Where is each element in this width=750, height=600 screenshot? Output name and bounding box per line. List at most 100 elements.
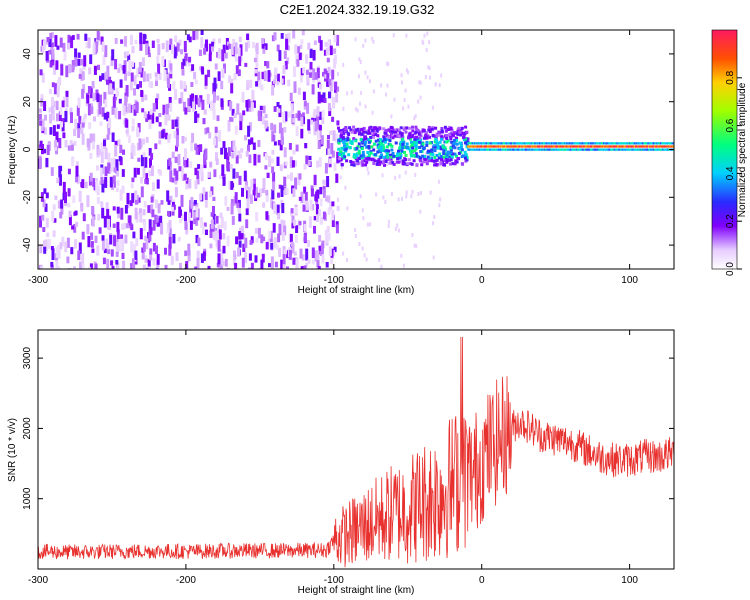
heatmap-cell	[166, 222, 170, 234]
heatmap-cell	[133, 104, 137, 116]
heatmap-cell	[141, 57, 145, 67]
heatmap-cell	[430, 127, 434, 131]
heatmap-cell	[109, 234, 113, 245]
heatmap-cell	[423, 155, 427, 159]
heatmap-cell	[241, 187, 244, 197]
heatmap-cell	[262, 202, 266, 208]
heatmap-cell	[479, 145, 483, 148]
heatmap-cell	[401, 142, 405, 146]
heatmap-cell	[197, 237, 201, 247]
heatmap-cell	[222, 245, 226, 254]
heatmap-cell	[346, 257, 348, 262]
heatmap-cell	[476, 145, 479, 148]
heatmap-cell	[58, 165, 62, 178]
heatmap-cell	[212, 109, 216, 120]
heatmap-cell	[399, 126, 403, 130]
heatmap-cell	[44, 239, 48, 251]
heatmap-cell	[517, 148, 520, 151]
heatmap-cell	[190, 82, 194, 87]
heatmap-cell	[194, 167, 198, 176]
heatmap-cell	[180, 49, 183, 55]
heatmap-cell	[474, 145, 477, 148]
heatmap-cell	[224, 52, 228, 59]
heatmap-cell	[232, 38, 236, 46]
heatmap-cell	[584, 145, 587, 148]
heatmap-cell	[110, 260, 114, 266]
heatmap-cell	[326, 176, 330, 188]
heatmap-cell	[508, 148, 511, 151]
heatmap-cell	[67, 268, 71, 269]
heatmap-cell	[123, 51, 127, 59]
heatmap-cell	[101, 183, 105, 193]
heatmap-cell	[543, 148, 546, 151]
heatmap-cell	[415, 127, 419, 131]
heatmap-cell	[451, 144, 455, 147]
heatmap-cell	[379, 156, 383, 159]
heatmap-cell	[114, 59, 118, 70]
heatmap-cell	[246, 33, 250, 41]
heatmap-cell	[298, 196, 302, 201]
heatmap-cell	[221, 68, 225, 79]
heatmap-cell	[341, 129, 345, 133]
heatmap-cell	[238, 54, 242, 67]
heatmap-cell	[121, 252, 125, 259]
heatmap-cell	[86, 224, 90, 235]
heatmap-cell	[365, 145, 369, 149]
heatmap-cell	[300, 117, 304, 127]
heatmap-cell	[577, 148, 580, 151]
heatmap-cell	[95, 178, 98, 183]
heatmap-cell	[610, 148, 613, 151]
heatmap-cell	[580, 145, 583, 148]
heatmap-cell	[397, 228, 400, 233]
heatmap-cell	[345, 159, 349, 163]
heatmap-cell	[642, 148, 645, 151]
heatmap-cell	[438, 145, 442, 149]
heatmap-cell	[40, 94, 44, 101]
heatmap-cell	[278, 50, 282, 61]
heatmap-cell	[129, 200, 133, 207]
heatmap-cell	[430, 159, 434, 163]
heatmap-cell	[194, 266, 198, 269]
heatmap-cell	[249, 240, 253, 245]
heatmap-cell	[262, 46, 266, 54]
heatmap-cell	[43, 240, 46, 251]
heatmap-cell	[282, 65, 286, 74]
heatmap-cell	[194, 111, 198, 123]
heatmap-cell	[343, 155, 347, 159]
heatmap-cell	[168, 227, 172, 238]
heatmap-cell	[276, 156, 280, 166]
heatmap-cell	[365, 160, 369, 164]
heatmap-cell	[606, 145, 609, 148]
heatmap-cell	[309, 61, 313, 70]
heatmap-cell	[378, 138, 382, 141]
heatmap-cell	[64, 110, 68, 123]
heatmap-cell	[432, 145, 436, 149]
heatmap-cell	[257, 140, 261, 147]
heatmap-cell	[319, 198, 323, 207]
heatmap-cell	[391, 130, 395, 134]
heatmap-cell	[270, 122, 274, 131]
heatmap-cell	[62, 42, 66, 52]
heatmap-cell	[132, 145, 136, 156]
heatmap-cell	[552, 142, 555, 145]
heatmap-cell	[561, 142, 564, 145]
heatmap-cell	[136, 127, 140, 138]
heatmap-cell	[206, 127, 210, 133]
heatmap-cell	[375, 162, 379, 166]
heatmap-cell	[39, 244, 43, 254]
heatmap-cell	[232, 258, 236, 266]
heatmap-cell	[216, 95, 220, 101]
heatmap-cell	[406, 146, 410, 149]
heatmap-cell	[262, 178, 266, 190]
heatmap-cell	[363, 143, 367, 147]
heatmap-cell	[425, 162, 429, 166]
heatmap-cell	[324, 42, 328, 47]
heatmap-cell	[38, 108, 42, 113]
heatmap-cell	[429, 75, 431, 80]
heatmap-cell	[124, 95, 128, 106]
heatmap-cell	[327, 135, 330, 140]
heatmap-cell	[122, 103, 126, 116]
heatmap-cell	[639, 145, 642, 148]
heatmap-cell	[126, 192, 130, 205]
heatmap-cell	[532, 145, 535, 148]
